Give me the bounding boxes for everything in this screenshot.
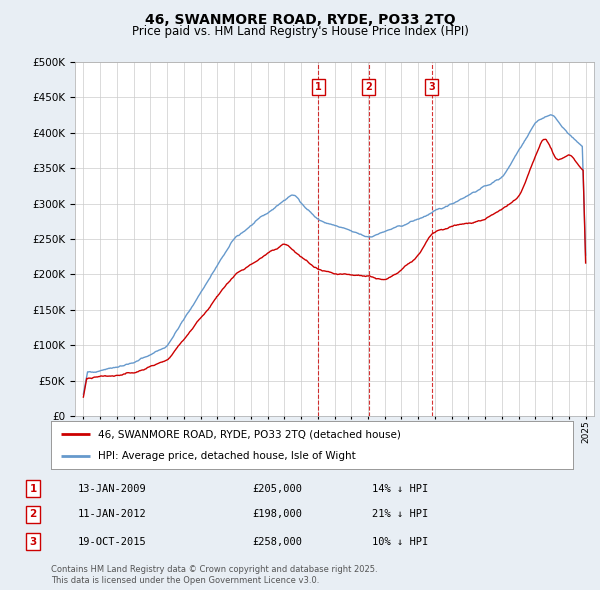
Text: 2: 2	[29, 510, 37, 519]
Text: 2: 2	[365, 82, 372, 91]
Text: 14% ↓ HPI: 14% ↓ HPI	[372, 484, 428, 493]
Text: Price paid vs. HM Land Registry's House Price Index (HPI): Price paid vs. HM Land Registry's House …	[131, 25, 469, 38]
Text: 3: 3	[29, 537, 37, 546]
Text: 46, SWANMORE ROAD, RYDE, PO33 2TQ (detached house): 46, SWANMORE ROAD, RYDE, PO33 2TQ (detac…	[98, 429, 401, 439]
Text: 1: 1	[29, 484, 37, 493]
Text: HPI: Average price, detached house, Isle of Wight: HPI: Average price, detached house, Isle…	[98, 451, 356, 461]
Text: 21% ↓ HPI: 21% ↓ HPI	[372, 510, 428, 519]
Text: 3: 3	[428, 82, 435, 91]
Text: Contains HM Land Registry data © Crown copyright and database right 2025.
This d: Contains HM Land Registry data © Crown c…	[51, 565, 377, 585]
Text: 46, SWANMORE ROAD, RYDE, PO33 2TQ: 46, SWANMORE ROAD, RYDE, PO33 2TQ	[145, 13, 455, 27]
Text: £198,000: £198,000	[252, 510, 302, 519]
Text: 1: 1	[315, 82, 322, 91]
Text: 10% ↓ HPI: 10% ↓ HPI	[372, 537, 428, 546]
Text: 13-JAN-2009: 13-JAN-2009	[78, 484, 147, 493]
Text: 11-JAN-2012: 11-JAN-2012	[78, 510, 147, 519]
Text: £258,000: £258,000	[252, 537, 302, 546]
Text: 19-OCT-2015: 19-OCT-2015	[78, 537, 147, 546]
Text: £205,000: £205,000	[252, 484, 302, 493]
